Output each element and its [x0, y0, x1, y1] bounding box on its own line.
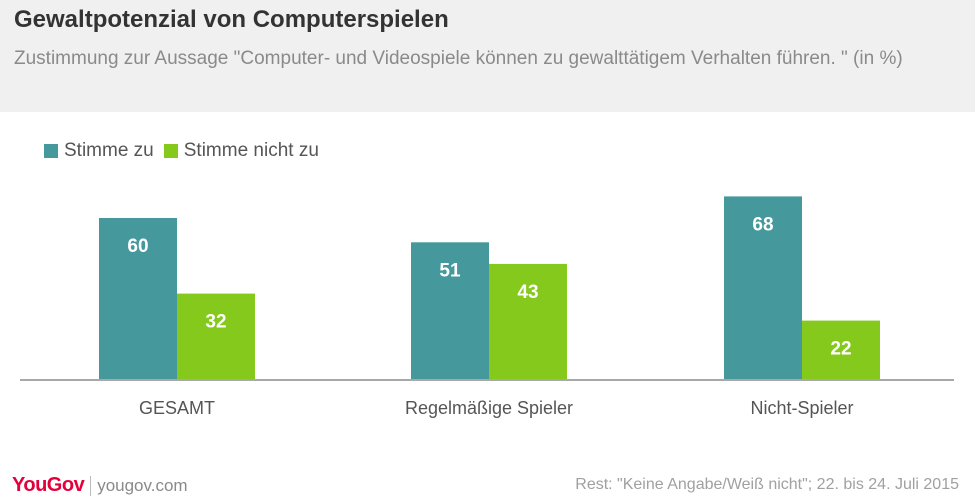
header-panel: Gewaltpotenzial von Computerspielen Zust… [0, 0, 975, 112]
data-label-2-1: 32 [205, 312, 226, 333]
footer-url: yougov.com [97, 476, 188, 495]
bar-1-2 [411, 242, 489, 380]
legend-swatch-stimme-zu [44, 144, 58, 158]
legend: Stimme zu Stimme nicht zu [44, 140, 329, 162]
category-label-2: Regelmäßige Spieler [405, 398, 573, 418]
chart-subtitle: Zustimmung zur Aussage "Computer- und Vi… [14, 48, 903, 69]
logo-divider [90, 475, 92, 496]
category-label-1: GESAMT [139, 398, 215, 418]
chart-title: Gewaltpotenzial von Computerspielen [14, 6, 449, 33]
category-label-3: Nicht-Spieler [750, 398, 853, 418]
bar-1-1 [99, 218, 177, 380]
legend-label-stimme-nicht-zu: Stimme nicht zu [183, 140, 319, 161]
data-label-2-3: 22 [830, 339, 851, 360]
bar-2-1 [177, 293, 255, 380]
legend-item-stimme-nicht-zu: Stimme nicht zu [163, 140, 319, 162]
legend-label-stimme-zu: Stimme zu [64, 140, 154, 161]
data-label-1-2: 51 [439, 260, 461, 281]
data-label-1-3: 68 [752, 214, 773, 235]
bar-2-3 [802, 320, 880, 380]
footnote: Rest: "Keine Angabe/Weiß nicht"; 22. bis… [575, 476, 959, 493]
bar-2-2 [489, 263, 567, 380]
bar-1-3 [724, 196, 802, 380]
data-label-2-2: 43 [517, 282, 538, 303]
legend-swatch-stimme-nicht-zu [163, 144, 178, 158]
yougov-logo: YouGov [12, 474, 85, 496]
legend-item-stimme-zu: Stimme zu [44, 140, 154, 162]
footer-brand: YouGov yougov.com [12, 474, 188, 497]
data-label-1-1: 60 [127, 236, 148, 257]
